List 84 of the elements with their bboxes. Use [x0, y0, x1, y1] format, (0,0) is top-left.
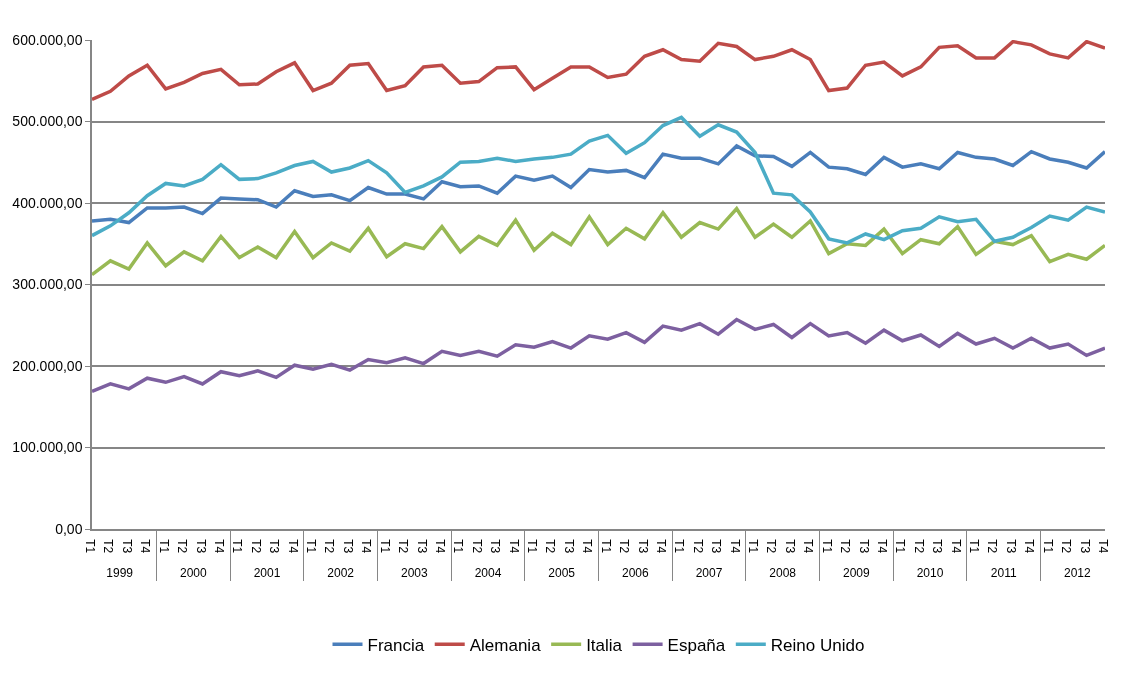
x-tick-label: T2 [1059, 539, 1074, 554]
x-tick-label: T1 [525, 539, 540, 554]
x-tick-label: T1 [156, 539, 171, 554]
x-tick-label: T3 [267, 539, 282, 554]
x-tick-label: T4 [359, 539, 374, 554]
x-tick-label: T3 [930, 539, 945, 554]
x-tick-label: T4 [432, 539, 447, 554]
x-tick-label: T4 [727, 539, 742, 554]
x-tick-label: T3 [414, 539, 429, 554]
x-tick-label: T4 [138, 539, 153, 554]
x-tick-label: T4 [285, 539, 300, 554]
x-tick-label: T4 [506, 539, 521, 554]
x-tick-label: T2 [911, 539, 926, 554]
x-tick-label: T2 [617, 539, 632, 554]
x-tick-label: T2 [764, 539, 779, 554]
y-tick-label: 100.000,00 [12, 439, 83, 456]
x-tick-label: T2 [690, 539, 705, 554]
x-tick-label: T1 [377, 539, 392, 554]
text: 2009 [843, 566, 871, 581]
legend-label: Italia [586, 635, 623, 655]
x-tick-label: T2 [543, 539, 558, 554]
x-tick-label: T2 [175, 539, 190, 554]
x-tick-label: T4 [211, 539, 226, 554]
x-tick-label: T1 [1040, 539, 1055, 554]
x-tick-label: T3 [340, 539, 355, 554]
text: 2002 [327, 566, 355, 581]
legend-label: Alemania [469, 635, 542, 655]
x-tick-label: T3 [782, 539, 797, 554]
x-tick-label: T1 [893, 539, 908, 554]
text: 2010 [916, 566, 944, 581]
line-series [92, 206, 1105, 277]
x-tick-label: T3 [856, 539, 871, 554]
x-tick-label: T2 [838, 539, 853, 554]
x-tick-label: T3 [709, 539, 724, 554]
x-tick-label: T1 [819, 539, 834, 554]
text: 2001 [253, 566, 281, 581]
x-tick-label: T4 [874, 539, 889, 554]
text: 1999 [106, 566, 134, 581]
x-tick-label: T3 [635, 539, 650, 554]
x-tick-label: T1 [598, 539, 613, 554]
text: 2011 [990, 566, 1017, 581]
x-tick-label: T3 [1003, 539, 1018, 554]
x-tick-label: T2 [248, 539, 263, 554]
text: 2012 [1064, 566, 1092, 581]
text: 2007 [695, 566, 723, 581]
y-tick-label: 500.000,00 [12, 113, 83, 130]
x-tick-label: T4 [580, 539, 595, 554]
text: 2008 [769, 566, 797, 581]
x-tick-label: T4 [653, 539, 668, 554]
x-tick-label: T3 [561, 539, 576, 554]
y-tick-label: 600.000,00 [12, 31, 83, 48]
x-tick-label: T3 [193, 539, 208, 554]
x-tick-label: T2 [469, 539, 484, 554]
x-tick-label: T3 [488, 539, 503, 554]
x-tick-label: T4 [1022, 539, 1037, 554]
text: 2003 [400, 566, 428, 581]
text: 2005 [548, 566, 576, 581]
x-tick-label: T2 [101, 539, 116, 554]
x-tick-label: T2 [396, 539, 411, 554]
x-tick-label: T1 [967, 539, 982, 554]
line-series [92, 40, 1105, 102]
x-tick-label: T1 [83, 539, 97, 554]
x-tick-label: T3 [1077, 539, 1092, 554]
x-tick-label: T4 [801, 539, 816, 554]
x-tick-label: T3 [119, 539, 134, 554]
x-tick-label: T1 [672, 539, 687, 554]
x-tick-label: T1 [746, 539, 761, 554]
text: 2006 [621, 566, 650, 581]
x-tick-label: T4 [948, 539, 963, 554]
x-tick-label: T2 [322, 539, 337, 554]
x-tick-label: T1 [304, 539, 319, 554]
legend-label: España [667, 635, 726, 655]
legend-label: Reino Unido [770, 635, 865, 655]
legend-label: Francia [367, 635, 425, 655]
y-tick-label: 400.000,00 [12, 194, 83, 211]
y-tick-label: 200.000,00 [12, 357, 83, 374]
x-tick-label: T2 [985, 539, 1000, 554]
x-tick-label: T1 [451, 539, 466, 554]
x-tick-label: T1 [230, 539, 245, 554]
text: 2004 [474, 566, 502, 581]
x-tick-label: T4 [1096, 539, 1110, 554]
y-tick-label: 0,00 [55, 520, 83, 537]
text: 2000 [179, 566, 207, 581]
y-tick-label: 300.000,00 [12, 276, 83, 293]
